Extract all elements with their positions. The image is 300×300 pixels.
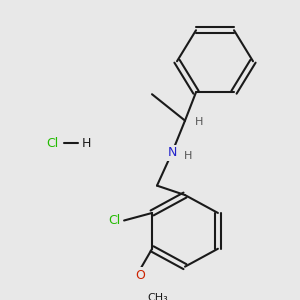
Text: H: H [81,137,91,150]
Text: Cl: Cl [108,214,120,227]
Text: O: O [135,268,145,282]
Text: N: N [167,146,177,159]
Text: Cl: Cl [46,137,58,150]
Text: H: H [184,152,192,161]
Text: CH₃: CH₃ [148,293,169,300]
Text: H: H [195,118,203,128]
